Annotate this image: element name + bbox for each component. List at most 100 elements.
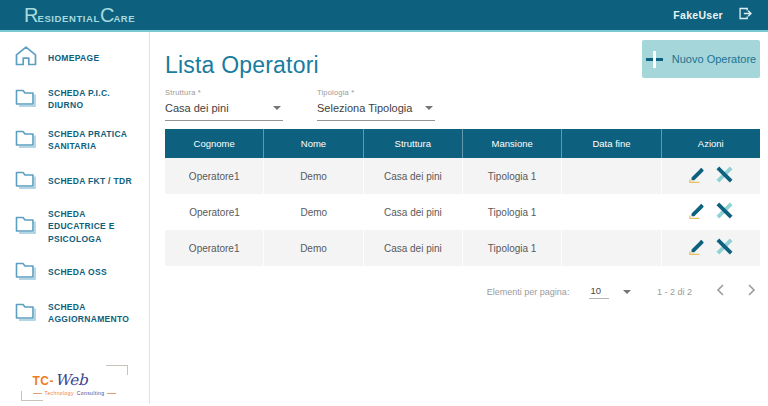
- column-header-mansione: Mansione: [463, 129, 562, 158]
- tagline-dash: [107, 393, 116, 394]
- chevron-right-icon: [747, 284, 756, 299]
- cell-data-fine: [562, 194, 661, 230]
- sidebar-item-label: HOMEPAGE: [48, 52, 99, 64]
- folder-icon: [13, 85, 39, 113]
- edit-button[interactable]: [687, 237, 706, 259]
- folder-icon: [13, 212, 39, 240]
- cell-nome: Demo: [264, 230, 363, 266]
- cell-cognome: Operatore1: [165, 230, 264, 266]
- filters: Struttura * Casa dei pini Tipologia * Se…: [165, 88, 760, 121]
- tcweb-logo-prefix: TC-: [33, 374, 55, 388]
- logo-frame-corner: [21, 391, 43, 401]
- column-header-struttura: Struttura: [364, 129, 463, 158]
- cell-cognome: Operatore1: [165, 158, 264, 194]
- cell-struttura: Casa dei pini: [364, 230, 463, 266]
- cell-data-fine: [562, 158, 661, 194]
- table-row: Operatore1 Demo Casa dei pini Tipologia …: [165, 230, 760, 266]
- sidebar-item-scheda-aggiornamento[interactable]: SCHEDA AGGIORNAMENTO: [0, 297, 149, 329]
- app-logo[interactable]: RESIDENTIALCARE: [24, 5, 135, 25]
- sidebar-item-label: SCHEDA EDUCATRICE E PSICOLOGA: [48, 208, 145, 245]
- delete-x-icon: [715, 165, 734, 187]
- folder-icon: [13, 299, 39, 327]
- items-per-page-label: Elementi per pagina:: [487, 287, 570, 297]
- edit-button[interactable]: [687, 165, 706, 187]
- delete-x-icon: [715, 201, 734, 223]
- cell-data-fine: [562, 230, 661, 266]
- folder-icon: [13, 167, 39, 195]
- main-content: Lista Operatori Nuovo Operatore Struttur…: [150, 32, 768, 404]
- previous-page-button[interactable]: [716, 284, 725, 299]
- top-header: RESIDENTIALCARE FakeUser: [0, 0, 768, 32]
- edit-button[interactable]: [687, 201, 706, 223]
- folder-icon: [13, 258, 39, 286]
- table-row: Operatore1 Demo Casa dei pini Tipologia …: [165, 194, 760, 230]
- tipologia-select[interactable]: Tipologia * Seleziona Tipologia: [317, 88, 435, 121]
- column-header-data-fine: Data fine: [562, 129, 661, 158]
- struttura-value: Casa dei pini: [165, 102, 229, 114]
- pagination: Elementi per pagina: 10 1 - 2 di 2: [165, 284, 760, 299]
- sidebar: HOMEPAGE SCHEDA P.I.C. DIURNO: [0, 32, 150, 404]
- cell-struttura: Casa dei pini: [364, 158, 463, 194]
- tagline-word: Consulting: [77, 390, 105, 396]
- next-page-button[interactable]: [747, 284, 756, 299]
- column-header-cognome: Cognome: [165, 129, 264, 158]
- sidebar-item-scheda-educatrice-psicologa[interactable]: SCHEDA EDUCATRICE E PSICOLOGA: [0, 206, 149, 247]
- cell-nome: Demo: [264, 194, 363, 230]
- logo-frame-corner: [106, 365, 128, 375]
- pagination-range: 1 - 2 di 2: [657, 287, 692, 297]
- table-header-row: Cognome Nome Struttura Mansione Data fin…: [165, 129, 760, 158]
- chevron-left-icon: [716, 284, 725, 299]
- sidebar-item-scheda-pratica-sanitaria[interactable]: SCHEDA PRATICA SANITARIA: [0, 124, 149, 156]
- delete-button[interactable]: [715, 201, 734, 223]
- sidebar-item-label: SCHEDA AGGIORNAMENTO: [48, 301, 145, 326]
- tcweb-tagline: Technology Consulting: [33, 390, 117, 396]
- sidebar-item-label: SCHEDA OSS: [48, 266, 107, 278]
- tipologia-label: Tipologia *: [317, 88, 435, 97]
- struttura-select[interactable]: Struttura * Casa dei pini: [165, 88, 283, 121]
- app-logo-letter-c: C: [100, 5, 113, 25]
- user-area: FakeUser: [673, 6, 754, 24]
- app-logo-letter-r: R: [24, 5, 37, 25]
- edit-icon: [687, 165, 706, 187]
- sidebar-item-scheda-oss[interactable]: SCHEDA OSS: [0, 256, 149, 288]
- folder-icon: [13, 126, 39, 154]
- edit-icon: [687, 237, 706, 259]
- tagline-word: Technology: [45, 390, 74, 396]
- home-icon: [13, 44, 39, 72]
- tcweb-logo: TC- Web Technology Consulting: [21, 365, 129, 401]
- edit-icon: [687, 201, 706, 223]
- cell-struttura: Casa dei pini: [363, 194, 462, 230]
- dropdown-caret-icon: [425, 106, 433, 110]
- cell-azioni: [661, 194, 760, 230]
- logout-icon: [737, 6, 754, 24]
- delete-button[interactable]: [715, 237, 734, 259]
- cell-mansione: Tipologia 1: [463, 158, 562, 194]
- column-header-azioni: Azioni: [662, 129, 760, 158]
- pagination-nav: [716, 284, 756, 299]
- cell-azioni: [662, 230, 760, 266]
- sidebar-nav: HOMEPAGE SCHEDA P.I.C. DIURNO: [0, 42, 149, 329]
- cell-azioni: [662, 158, 760, 194]
- sidebar-item-scheda-pic-diurno[interactable]: SCHEDA P.I.C. DIURNO: [0, 83, 149, 115]
- table-row: Operatore1 Demo Casa dei pini Tipologia …: [165, 158, 760, 194]
- cell-mansione: Tipologia 1: [463, 230, 562, 266]
- user-name: FakeUser: [673, 9, 723, 21]
- sidebar-item-label: SCHEDA FKT / TDR: [48, 175, 132, 187]
- cell-cognome: Operatore1: [165, 194, 264, 230]
- column-header-nome: Nome: [264, 129, 363, 158]
- cell-nome: Demo: [264, 158, 363, 194]
- items-per-page-value: 10: [589, 285, 609, 299]
- operators-table: Cognome Nome Struttura Mansione Data fin…: [165, 129, 760, 266]
- app-logo-text: ARE: [113, 14, 135, 24]
- sidebar-item-homepage[interactable]: HOMEPAGE: [0, 42, 149, 74]
- items-per-page-select[interactable]: 10: [589, 285, 631, 299]
- sidebar-item-label: SCHEDA P.I.C. DIURNO: [48, 87, 145, 112]
- delete-button[interactable]: [715, 165, 734, 187]
- new-operator-button[interactable]: Nuovo Operatore: [642, 40, 760, 78]
- plus-icon: [646, 51, 663, 68]
- tcweb-logo-script: Web: [55, 371, 88, 389]
- sidebar-item-scheda-fkt-tdr[interactable]: SCHEDA FKT / TDR: [0, 165, 149, 197]
- cell-mansione: Tipologia 1: [463, 194, 562, 230]
- app-logo-text: ESIDENTIAL: [37, 14, 99, 24]
- logout-button[interactable]: [737, 6, 754, 24]
